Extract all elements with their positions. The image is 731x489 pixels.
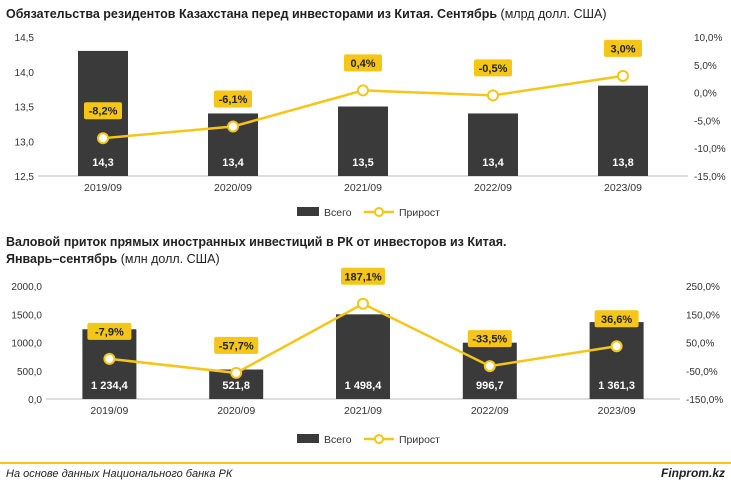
y-right-tick-label: -15,0% (694, 172, 726, 183)
growth-value-label: 3,0% (610, 43, 635, 55)
y-left-tick-label: 14,0 (15, 68, 35, 79)
chart1-plot: 12,5 13,0 13,5 14,0 14,5 -15,0% -10,0% -5,0% 0,0… (15, 33, 726, 219)
y-right-tick-label: -5,0% (694, 116, 720, 127)
legend-line-label: Прирост (399, 434, 440, 446)
legend-bar-swatch (297, 434, 319, 443)
y-left-tick-label: 13,0 (15, 137, 35, 148)
growth-value-label: 0,4% (350, 58, 375, 70)
growth-line (109, 302, 617, 375)
bar (82, 329, 137, 399)
x-tick-label: 2019/09 (84, 182, 122, 194)
chart2-title-line1: Валовой приток прямых иностранных инвест… (6, 235, 507, 249)
y-left-tick-label: 1500,0 (11, 310, 42, 321)
source-note: На основе данных Национального банка РК (6, 468, 233, 480)
legend-line-marker (374, 434, 384, 444)
y-right-tick-label: 5,0% (694, 61, 717, 72)
bar (336, 314, 390, 399)
bar-value-label: 13,5 (352, 157, 373, 169)
growth-label-box (594, 310, 639, 328)
x-tick-label: 2020/09 (214, 182, 252, 194)
x-tick-label: 2022/09 (474, 182, 512, 194)
y-right-tick-label: 150,0% (686, 310, 720, 321)
legend-bar-label: Всего (324, 207, 352, 219)
growth-point (97, 132, 109, 145)
y-left-tick-label: 500,0 (17, 367, 42, 378)
bar (598, 85, 648, 176)
bar (468, 113, 518, 176)
y-left-tick-label: 0,0 (28, 395, 42, 406)
growth-point (483, 360, 496, 373)
bar-value-label: 1 361,3 (598, 380, 635, 392)
growth-value-label: 187,1% (344, 271, 382, 283)
growth-label-box (604, 39, 642, 57)
y-right-tick-label: -150,0% (686, 395, 723, 406)
y-left-tick-label: 1000,0 (11, 339, 42, 350)
y-right-tick-label: -50,0% (686, 367, 718, 378)
growth-point (230, 366, 243, 379)
growth-value-label: -6,1% (219, 94, 248, 106)
bar-value-label: 14,3 (92, 157, 113, 169)
bar-value-label: 13,4 (222, 157, 244, 169)
y-right-tick-label: -10,0% (694, 144, 726, 155)
y-left-tick-label: 12,5 (15, 172, 35, 183)
bar-value-label: 1 234,4 (91, 380, 129, 392)
bar (338, 106, 388, 176)
growth-value-label: 36,6% (601, 314, 632, 326)
growth-label-box (87, 322, 132, 340)
growth-value-label: -8,2% (89, 106, 118, 118)
x-tick-label: 2023/09 (604, 182, 642, 194)
y-left-tick-label: 13,5 (15, 103, 35, 114)
growth-value-label: -57,7% (219, 340, 254, 352)
growth-label-box (474, 59, 512, 77)
y-right-tick-label: 0,0% (694, 89, 717, 100)
growth-point (357, 297, 369, 310)
legend-line-label: Прирост (399, 207, 440, 219)
growth-value-label: -33,5% (472, 334, 507, 346)
legend-bar-label: Всего (324, 434, 352, 446)
brand-logo[interactable]: Finprom.kz (660, 466, 725, 480)
growth-point (103, 352, 116, 365)
growth-point (617, 69, 629, 82)
bar-value-label: 996,7 (476, 380, 504, 392)
growth-value-label: -0,5% (479, 63, 508, 75)
bar (462, 342, 517, 399)
growth-label-box (467, 330, 512, 348)
chart2-title-line2: Январь–сентябрь (млн долл. США) (6, 252, 220, 266)
legend-bar-swatch (297, 207, 319, 216)
growth-label-box (341, 267, 385, 285)
growth-point (610, 340, 623, 353)
growth-label-box (84, 102, 122, 120)
x-tick-label: 2021/09 (344, 182, 382, 194)
y-right-tick-label: 10,0% (694, 33, 722, 44)
bar-value-label: 13,8 (612, 157, 633, 169)
y-right-tick-label: 50,0% (686, 339, 714, 350)
growth-label-box (214, 90, 252, 108)
chart1-title: Обязательства резидентов Казахстана пере… (6, 7, 607, 21)
x-tick-label: 2022/09 (471, 405, 509, 417)
footer-divider (0, 462, 731, 464)
bar (589, 322, 644, 399)
growth-point (487, 89, 499, 102)
bar-value-label: 13,4 (482, 157, 504, 169)
x-tick-label: 2021/09 (344, 405, 382, 417)
bar (209, 369, 264, 399)
x-tick-label: 2020/09 (217, 405, 255, 417)
growth-value-label: -7,9% (95, 326, 124, 338)
y-left-tick-label: 2000,0 (11, 282, 42, 293)
y-left-tick-label: 14,5 (15, 33, 35, 44)
growth-label-box (214, 336, 259, 354)
legend-line-marker (374, 207, 384, 217)
bar-value-label: 521,8 (222, 380, 250, 392)
x-tick-label: 2023/09 (598, 405, 636, 417)
y-right-tick-label: 250,0% (686, 282, 720, 293)
growth-label-box (344, 54, 382, 72)
bar-value-label: 1 498,4 (345, 380, 383, 392)
x-tick-label: 2019/09 (90, 405, 128, 417)
growth-point (227, 120, 239, 133)
growth-point (357, 84, 369, 97)
